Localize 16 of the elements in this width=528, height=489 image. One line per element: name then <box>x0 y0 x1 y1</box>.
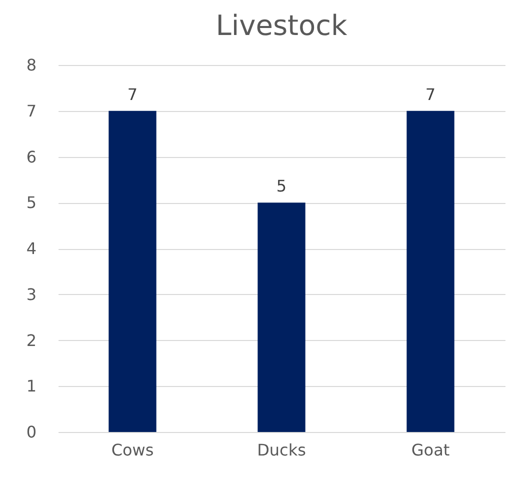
y-tick-label: 7 <box>26 101 36 120</box>
y-tick-label: 2 <box>26 330 36 350</box>
y-tick-label: 3 <box>26 284 36 304</box>
chart-title: Livestock <box>216 9 348 42</box>
y-tick-label: 6 <box>26 147 36 166</box>
x-tick-label: Cows <box>111 440 154 460</box>
y-tick-label: 5 <box>26 193 36 212</box>
y-tick-label: 8 <box>26 56 36 74</box>
x-tick-label: Ducks <box>257 440 306 460</box>
y-tick-label: 1 <box>26 376 36 396</box>
data-label: 7 <box>425 84 436 104</box>
data-label: 7 <box>127 84 138 104</box>
x-tick-label: Goat <box>411 440 450 460</box>
y-tick-label: 0 <box>26 422 36 442</box>
y-tick-label: 4 <box>26 239 36 258</box>
data-label: 5 <box>276 176 287 196</box>
